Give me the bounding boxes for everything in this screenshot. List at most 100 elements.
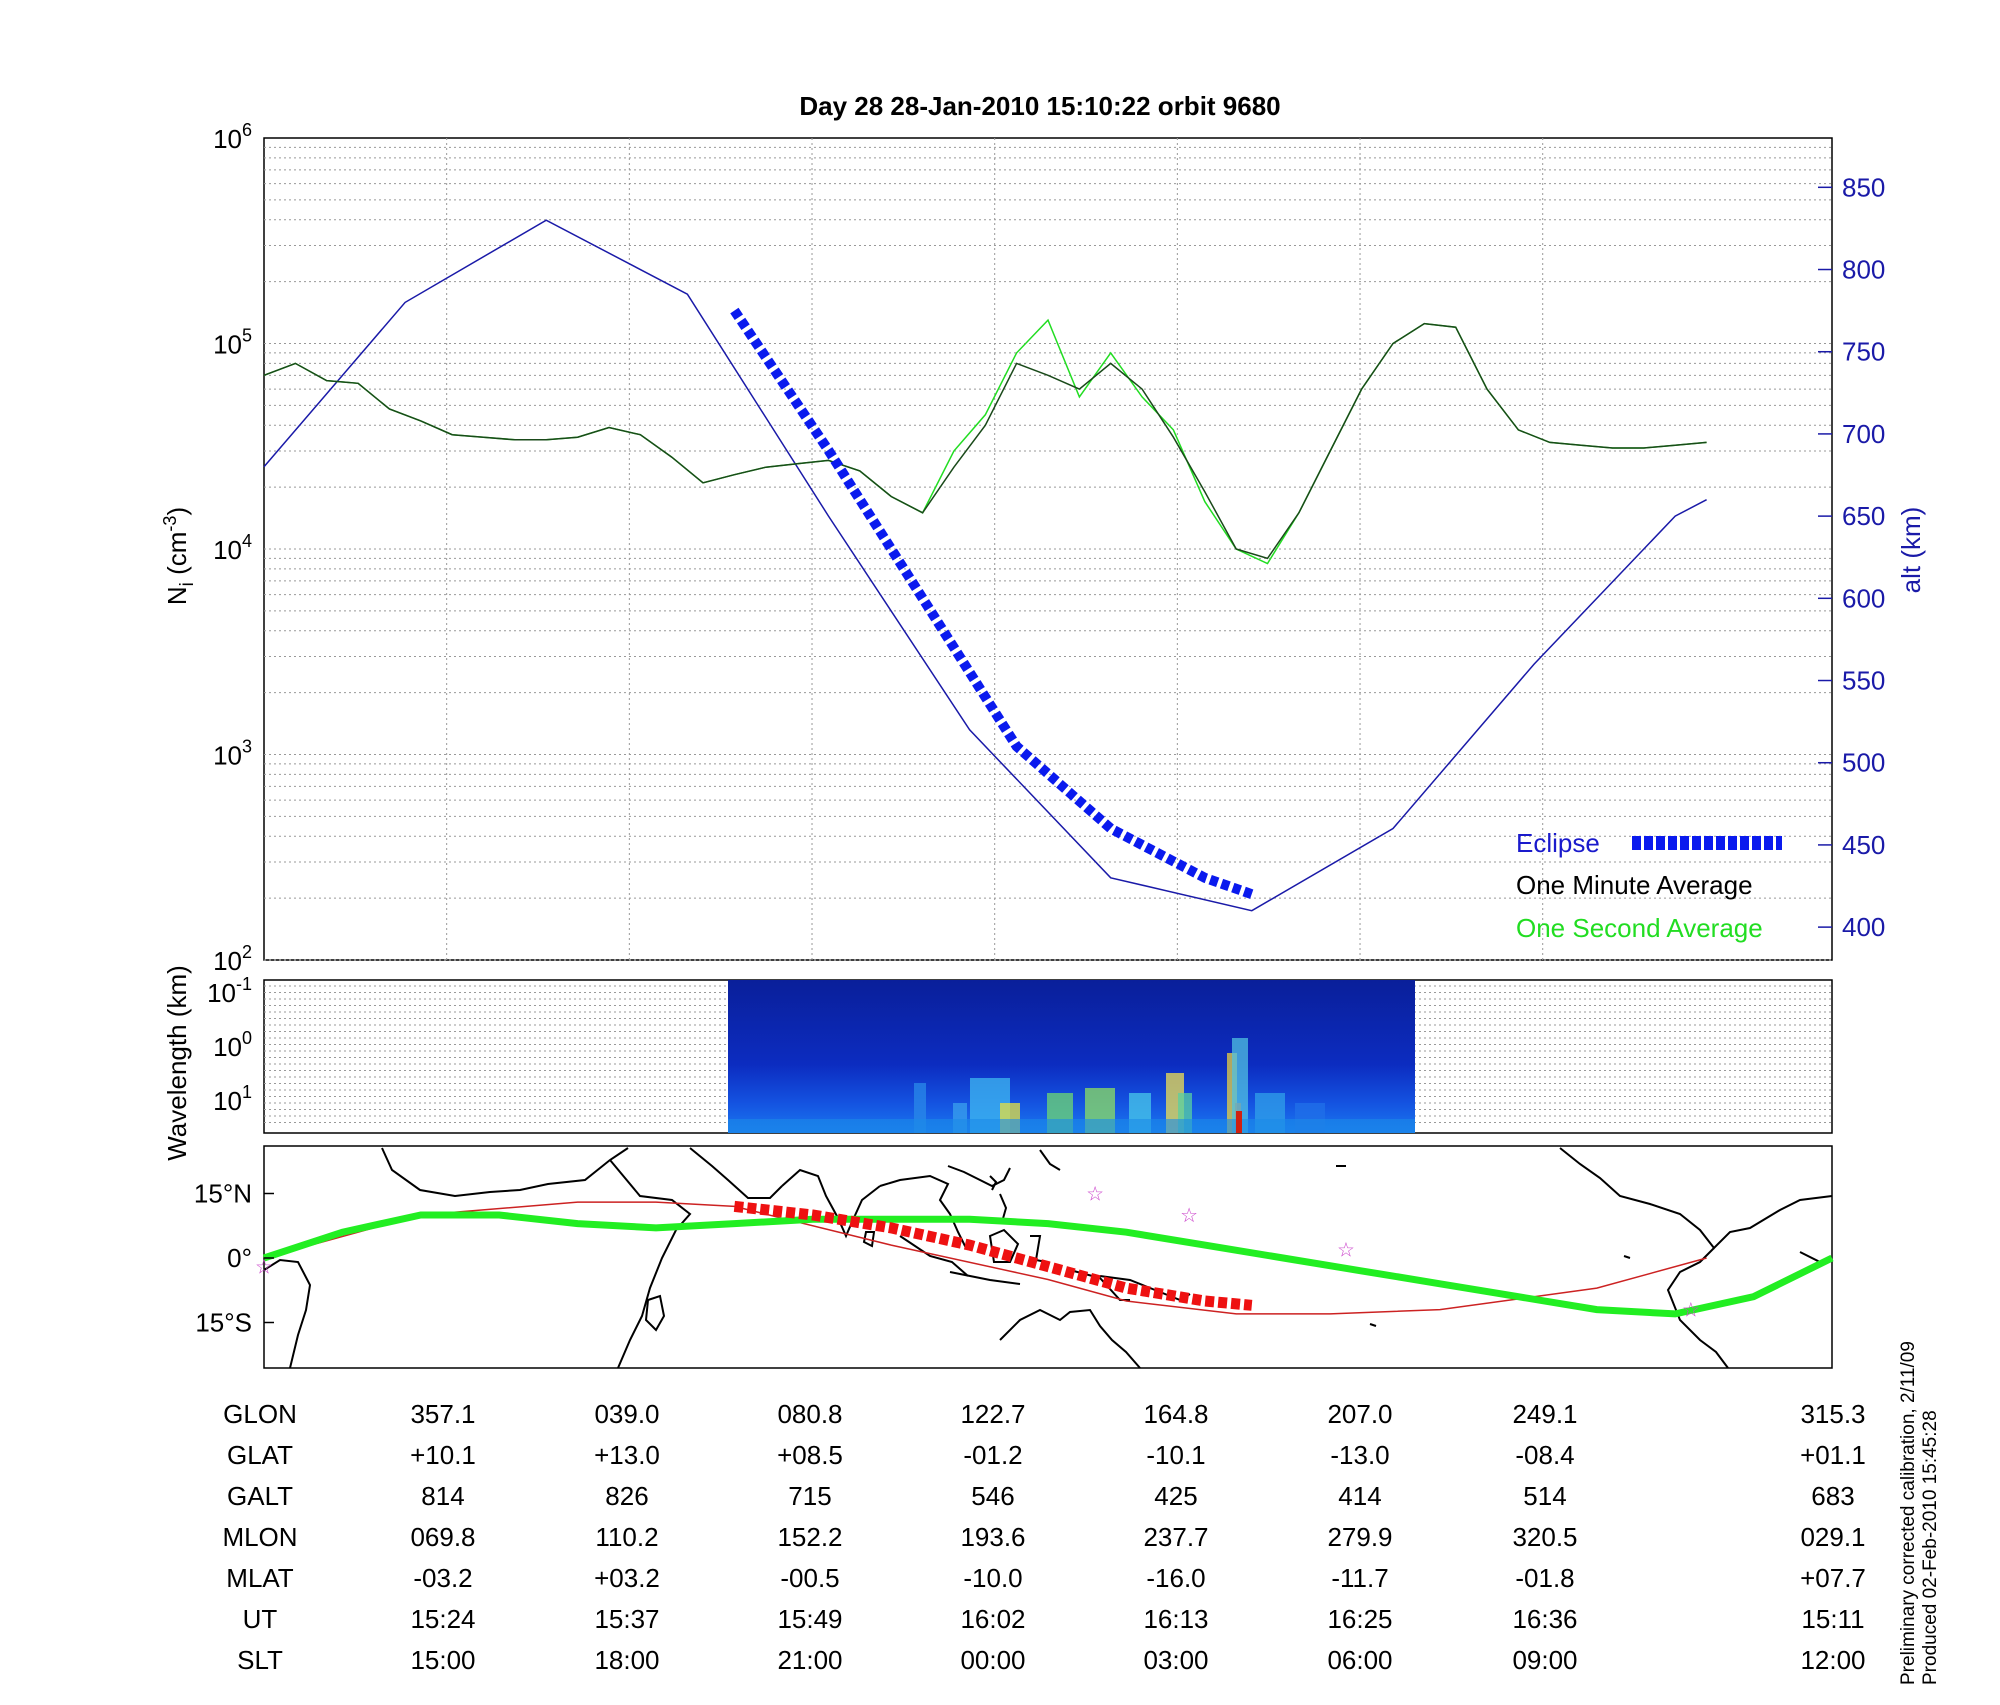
table-cell: 320.5 [1512,1522,1577,1552]
table-cell: 193.6 [960,1522,1025,1552]
table-cell: 15:49 [777,1604,842,1634]
eclipse-line [730,307,1254,899]
table-cell: -16.0 [1146,1563,1205,1593]
table-cell: -01.2 [963,1440,1022,1470]
spectrogram-grid [264,985,1832,1123]
table-cell: -03.2 [413,1563,472,1593]
table-cell: 069.8 [410,1522,475,1552]
spectrogram-ticks: 10-1 100 101 [207,974,252,1116]
spectrogram-peak [1236,1111,1242,1133]
table-cell: 15:37 [594,1604,659,1634]
y2tick-label: 800 [1842,255,1885,285]
table-row-label: SLT [237,1645,283,1675]
y2tick-label: 850 [1842,172,1885,202]
table-cell: 715 [788,1481,831,1511]
table-row-label: UT [243,1604,278,1634]
table-cell: 15:11 [1801,1604,1864,1634]
table-cell: 164.8 [1143,1399,1208,1429]
table-cell: 16:02 [960,1604,1025,1634]
table-cell: -10.1 [1146,1440,1205,1470]
table-row-label: GALT [227,1481,293,1511]
table-cell: 15:00 [410,1645,475,1675]
ytick-label: 103 [213,737,252,771]
altitude-line [263,219,1707,912]
table-cell: 15:24 [410,1604,475,1634]
footer-calibration: Preliminary corrected calibration, 2/11/… [1898,1341,1919,1685]
ytick-label: 105 [213,326,252,360]
ion-density-ylabel: Ni (cm-3) [160,507,198,605]
map-axes [263,1145,1833,1369]
y2tick-label: 550 [1842,666,1885,696]
ion-density-panel: 102 103 104 105 106 400 450 500 550 600 650 700 750… [160,120,1926,976]
y2tick-label: 450 [1842,830,1885,860]
y2tick-label: 700 [1842,419,1885,449]
orbit-path-line [263,1201,1707,1315]
ytick-label: 104 [213,531,252,565]
table-cell: 12:00 [1800,1645,1865,1675]
map-tick-label: 15°N [194,1179,252,1209]
table-cell: -00.5 [780,1563,839,1593]
table-cell: -11.7 [1331,1563,1388,1593]
table-cell: 249.1 [1512,1399,1577,1429]
table-cell: +08.5 [777,1440,843,1470]
altitude-ylabel: alt (km) [1896,507,1926,594]
y2tick-label: 650 [1842,501,1885,531]
ephemeris-table: GLON GLAT GALT MLON MLAT UT SLT 357.1 +10.1 814 06… [222,1399,1865,1675]
map-tick-label: 0° [227,1243,252,1273]
table-cell: 207.0 [1327,1399,1392,1429]
table-cell: 03:00 [1143,1645,1208,1675]
table-cell: 514 [1523,1481,1566,1511]
map-lat-ticks: 15°N 0° 15°S [194,1179,274,1338]
table-cell: 122.7 [960,1399,1025,1429]
ytick-label: 106 [213,120,252,154]
legend-eclipse: Eclipse [1516,828,1600,858]
table-cell: 414 [1338,1481,1381,1511]
table-cell: -01.8 [1515,1563,1574,1593]
table-cell: 09:00 [1512,1645,1577,1675]
figure-title: Day 28 28-Jan-2010 15:10:22 orbit 9680 [799,91,1280,121]
table-cell: 18:00 [594,1645,659,1675]
ytick-label: 102 [213,942,252,976]
map-tick-label: 15°S [195,1308,252,1338]
table-cell: 683 [1811,1481,1854,1511]
table-cell: 279.9 [1327,1522,1392,1552]
table-cell: 425 [1154,1481,1197,1511]
eclipse-track-line [733,1200,1253,1311]
star-marker: ☆ [1682,1300,1700,1322]
table-cell: 00:00 [960,1645,1025,1675]
table-cell: 546 [971,1481,1014,1511]
table-cell: 110.2 [595,1522,658,1552]
table-cell: +10.1 [410,1440,476,1470]
spectrogram-ylabel: Wavelength (km) [162,965,192,1161]
y2tick-label: 750 [1842,337,1885,367]
star-marker: ☆ [1337,1239,1355,1261]
spectrogram-burst [1232,1038,1248,1133]
map-panel: ☆ ☆ ☆ ☆ ☆ 15°N 0° 15°S [194,1145,1834,1369]
star-marker: ☆ [1180,1205,1198,1227]
table-cell: 16:36 [1512,1604,1577,1634]
star-marker: ☆ [255,1257,273,1279]
table-cell: 826 [605,1481,648,1511]
footer-produced: Produced 02-Feb-2010 15:45:28 [1920,1410,1941,1685]
ion-density-grid [264,138,1832,961]
legend-second: One Second Average [1516,913,1763,943]
y2tick-label: 500 [1842,748,1885,778]
table-cell: 16:25 [1327,1604,1392,1634]
spectrogram-panel: 10-1 100 101 Wavelength (km) [162,965,1833,1161]
table-cell: -13.0 [1330,1440,1389,1470]
legend-minute: One Minute Average [1516,870,1753,900]
spectrogram-ytick: 100 [213,1028,252,1062]
table-cell: 237.7 [1143,1522,1208,1552]
table-cell: -10.0 [963,1563,1022,1593]
table-cell: 814 [421,1481,464,1511]
table-cell: -08.4 [1515,1440,1574,1470]
y2tick-label: 400 [1842,912,1885,942]
spectrogram-image [728,980,1415,1133]
legend: Eclipse One Minute Average One Second Av… [1516,828,1782,943]
table-cell: 152.2 [777,1522,842,1552]
spectrogram-ytick: 10-1 [207,974,252,1008]
ion-density-series [263,219,1707,912]
table-cell: 039.0 [594,1399,659,1429]
star-marker: ☆ [1086,1184,1104,1206]
